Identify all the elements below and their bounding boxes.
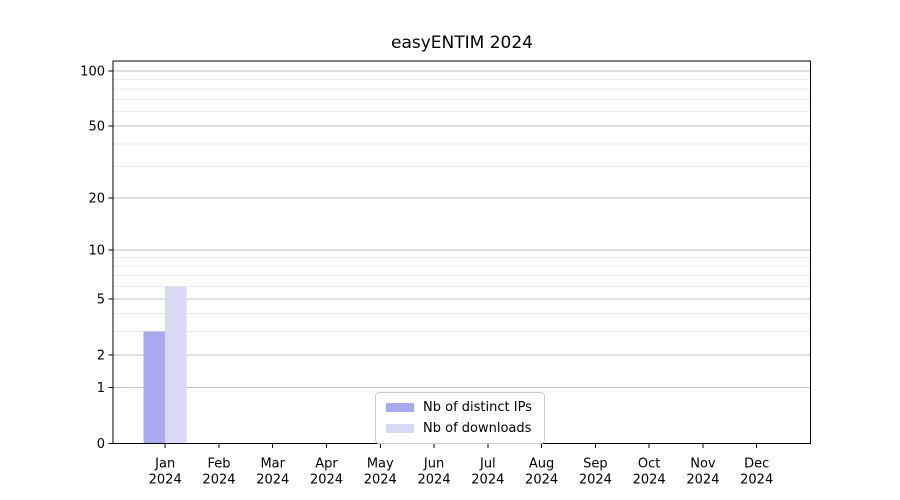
y-tick-label: 100 <box>80 65 105 80</box>
legend-label-distinct-ips: Nb of distinct IPs <box>423 400 532 415</box>
chart-title: easyENTIM 2024 <box>391 33 533 53</box>
y-tick-label: 20 <box>88 191 105 206</box>
axes-spines <box>112 60 811 444</box>
x-tick-label-month: Oct <box>638 457 660 472</box>
x-tick-label-year: 2024 <box>256 473 289 488</box>
x-tick-label-month: Sep <box>583 457 608 472</box>
y-tick-label: 10 <box>88 243 105 258</box>
x-tick-label-month: Aug <box>529 457 554 472</box>
y-tick-label: 0 <box>97 437 105 452</box>
legend-swatch-distinct-ips-icon <box>386 403 414 412</box>
legend: Nb of distinct IPs Nb of downloads <box>375 392 545 444</box>
legend-label-downloads: Nb of downloads <box>423 421 532 436</box>
x-tick-label-month: Jun <box>423 457 444 472</box>
y-tick-label: 1 <box>97 381 105 396</box>
y-tick-label: 5 <box>97 292 105 307</box>
y-tick-label: 50 <box>88 120 105 135</box>
x-tick-label-month: Jan <box>154 457 175 472</box>
x-tick-label-year: 2024 <box>525 473 558 488</box>
x-tick-label-year: 2024 <box>418 473 451 488</box>
x-tick-label-year: 2024 <box>686 473 719 488</box>
x-tick-label-month: Nov <box>690 457 716 472</box>
y-tick-label: 2 <box>97 348 105 363</box>
x-tick-label-month: Mar <box>260 457 285 472</box>
x-tick-label-year: 2024 <box>310 473 343 488</box>
x-tick-label-year: 2024 <box>740 473 773 488</box>
x-tick-label-year: 2024 <box>364 473 397 488</box>
x-tick-label-month: Jul <box>479 457 496 472</box>
x-tick-label-year: 2024 <box>202 473 235 488</box>
legend-item-distinct-ips: Nb of distinct IPs <box>386 400 532 415</box>
legend-item-downloads: Nb of downloads <box>386 421 532 436</box>
x-tick-label-year: 2024 <box>579 473 612 488</box>
x-tick-label-month: Feb <box>207 457 230 472</box>
x-tick-label-month: Apr <box>315 457 338 472</box>
legend-swatch-downloads-icon <box>386 424 414 433</box>
bar-distinct-ips <box>143 331 166 444</box>
bar-downloads <box>165 286 187 444</box>
x-tick-label-year: 2024 <box>471 473 504 488</box>
x-tick-label-month: May <box>367 457 394 472</box>
x-tick-label-year: 2024 <box>633 473 666 488</box>
x-tick-label-year: 2024 <box>149 473 182 488</box>
x-tick-label-month: Dec <box>744 457 769 472</box>
